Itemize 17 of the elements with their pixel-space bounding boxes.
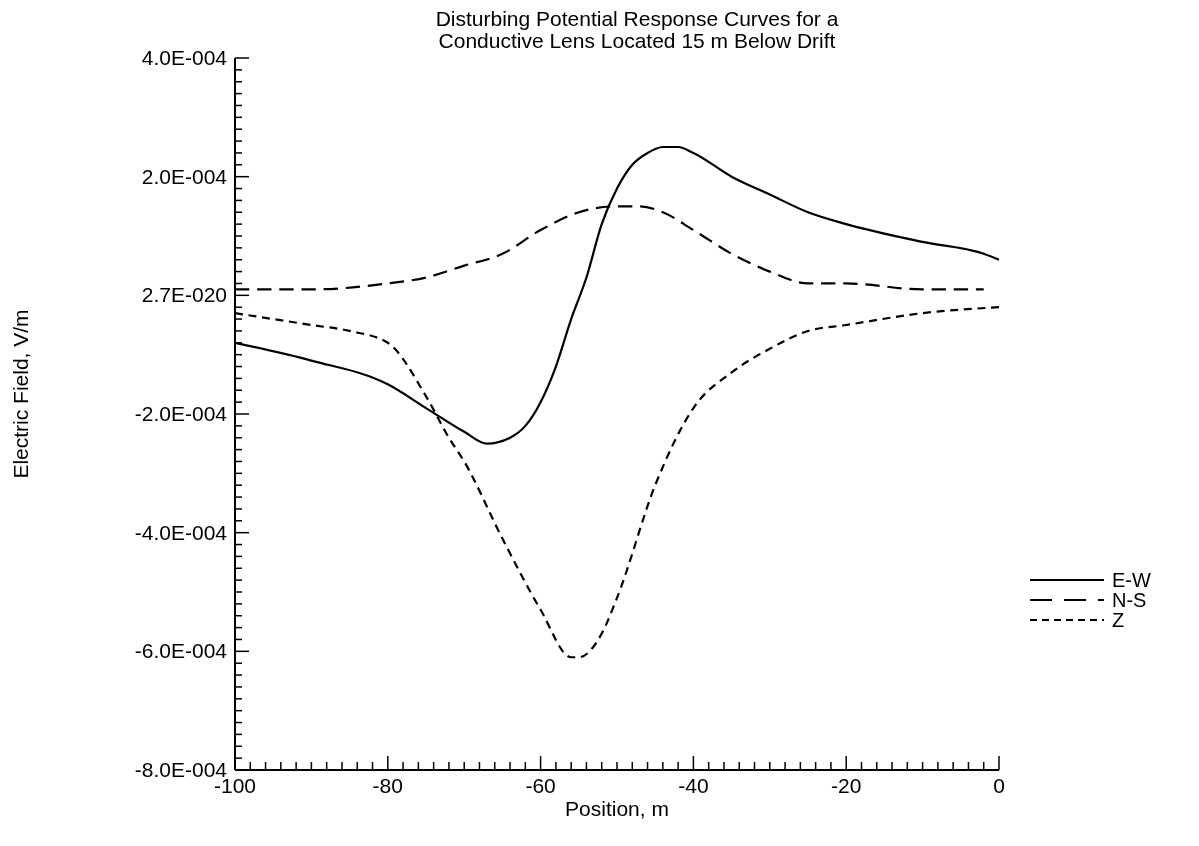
y-tick-label: 2.0E-004	[141, 164, 228, 188]
legend-label: Z	[1112, 609, 1125, 631]
x-tick-label: -80	[372, 774, 403, 797]
x-tick-label: -20	[831, 774, 862, 797]
y-tick-label: -2.0E-004	[134, 402, 228, 425]
x-tick-label: -60	[525, 774, 556, 797]
legend-label: N-S	[1112, 589, 1147, 611]
y-axis-title: Electric Field, V/m	[9, 309, 32, 479]
y-tick-label: 4.0E-004	[141, 46, 228, 69]
x-axis-title: Position, m	[565, 797, 669, 820]
x-tick-label: 0	[993, 774, 1005, 797]
y-tick-label: -6.0E-004	[134, 639, 228, 663]
chart-title: Disturbing Potential Response Curves for a Conductive Lens Located 15 m Below Drift	[435, 7, 839, 52]
x-tick-label: -40	[678, 774, 709, 797]
legend-label: E-W	[1112, 569, 1151, 591]
y-tick-label: 2.7E-020	[141, 283, 227, 307]
y-tick-label: -4.0E-004	[134, 520, 228, 544]
